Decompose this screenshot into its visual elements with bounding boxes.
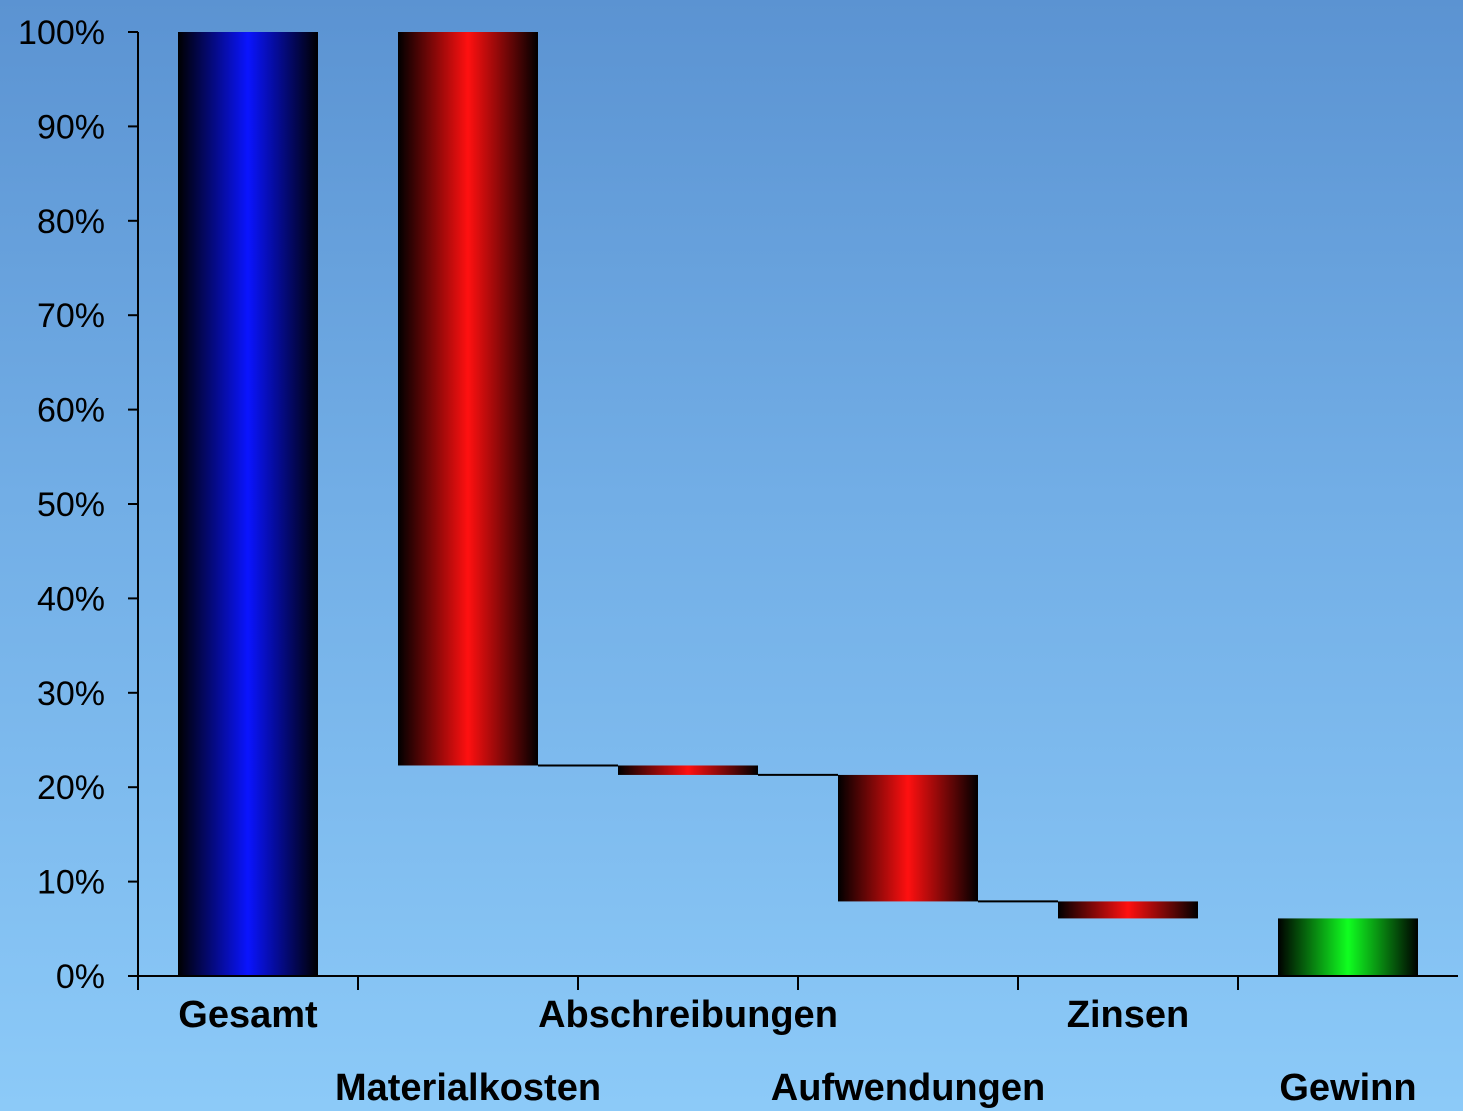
bar-aufwendungen xyxy=(838,774,978,902)
bar-gewinn xyxy=(1278,918,1418,976)
labels-layer: 0% 10% 20% 30% 40% 50% 60% 70% 80% 90% 100% Gesamt M… xyxy=(18,14,1417,1109)
y-tick-label: 40% xyxy=(37,580,105,618)
bar-gesamt xyxy=(178,32,318,976)
y-tick-label: 0% xyxy=(56,958,105,996)
y-tick-label: 30% xyxy=(37,675,105,713)
y-tick-label: 70% xyxy=(37,297,105,335)
y-tick-label: 80% xyxy=(37,203,105,241)
category-label-gewinn: Gewinn xyxy=(1279,1067,1416,1109)
y-tick-label: 100% xyxy=(18,14,105,52)
bar-materialkosten xyxy=(398,32,538,766)
y-tick-label: 60% xyxy=(37,392,105,430)
y-tick-label: 10% xyxy=(37,864,105,902)
bars-layer xyxy=(178,32,1418,976)
category-label-aufwendungen: Aufwendungen xyxy=(771,1067,1045,1109)
connectors-layer xyxy=(538,764,1058,903)
bar-zinsen xyxy=(1058,901,1198,919)
axes-layer xyxy=(128,31,1458,990)
category-label-zinsen: Zinsen xyxy=(1067,994,1189,1036)
y-tick-label: 90% xyxy=(37,108,105,146)
y-tick-label: 20% xyxy=(37,769,105,807)
category-label-materialkosten: Materialkosten xyxy=(335,1067,601,1109)
category-label-gesamt: Gesamt xyxy=(178,994,318,1036)
y-tick-label: 50% xyxy=(37,486,105,524)
category-label-abschreibungen: Abschreibungen xyxy=(538,994,838,1036)
bar-abschreibungen xyxy=(618,765,758,775)
